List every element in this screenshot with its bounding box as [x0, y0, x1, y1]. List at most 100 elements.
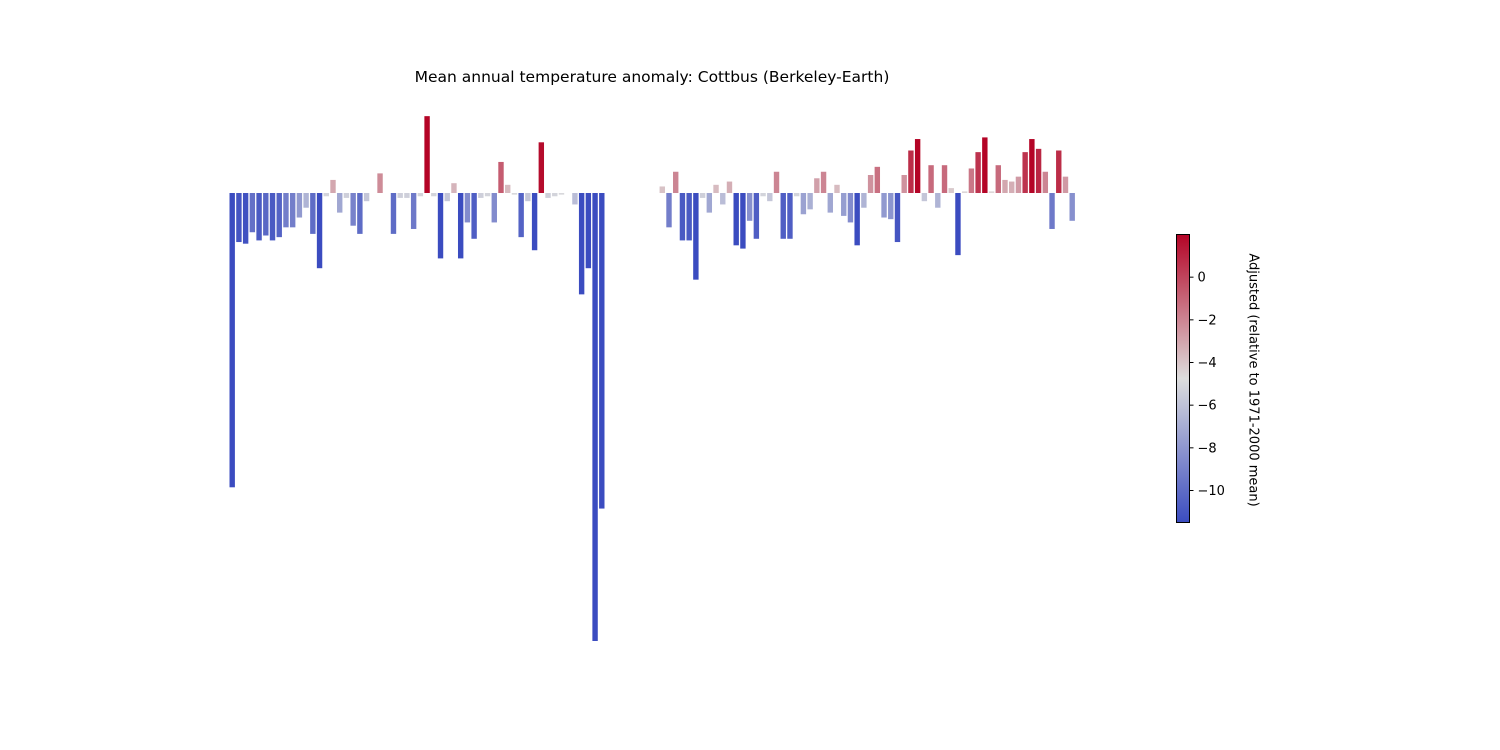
bar	[820, 171, 827, 194]
bar	[578, 193, 585, 295]
bar	[841, 193, 847, 216]
bar	[1029, 139, 1035, 193]
bar	[827, 193, 833, 213]
colorbar-tick-label: −4	[1198, 356, 1217, 371]
bar	[498, 161, 504, 194]
bar	[330, 179, 336, 193]
bar	[538, 142, 545, 193]
bar	[377, 173, 383, 193]
colorbar-tick-label: 0	[1198, 271, 1206, 286]
bar	[800, 193, 807, 215]
bar	[363, 193, 370, 202]
bar	[404, 193, 410, 198]
bar	[901, 175, 907, 193]
bar	[599, 193, 605, 509]
bar	[861, 193, 867, 208]
bar	[955, 193, 961, 256]
bar	[894, 193, 901, 243]
bar	[1049, 193, 1055, 229]
bar	[464, 193, 471, 223]
bar	[888, 193, 894, 220]
bar	[928, 165, 934, 193]
bar	[451, 183, 457, 193]
bar	[713, 184, 719, 193]
bar	[733, 193, 739, 246]
bar	[545, 193, 551, 198]
bar	[935, 193, 941, 208]
bar	[693, 193, 699, 280]
bar	[410, 193, 417, 229]
bar	[881, 193, 887, 218]
colorbar-tick-label: −6	[1198, 399, 1217, 414]
bar	[787, 193, 793, 239]
bar	[1056, 150, 1062, 193]
colorbar: 0 −2 −4 −6 −8 −10 Adjusted (relative to 1971-…	[1176, 234, 1261, 523]
bar	[814, 178, 820, 193]
colorbar-label: Adjusted (relative to 1971-2000 mean)	[1246, 253, 1261, 506]
bar	[471, 193, 477, 239]
bar	[679, 193, 686, 241]
bar	[673, 171, 679, 194]
bar	[505, 184, 511, 193]
bar	[921, 193, 928, 202]
bar	[753, 193, 760, 239]
bar	[793, 193, 800, 197]
bar	[478, 193, 484, 198]
bar	[975, 152, 981, 194]
bar	[1042, 171, 1049, 194]
bar	[767, 193, 773, 202]
bar	[437, 193, 444, 259]
bar	[834, 184, 840, 193]
bar	[988, 191, 995, 194]
bar	[337, 193, 343, 213]
bar	[525, 193, 531, 202]
bar	[511, 193, 518, 195]
colorbar-tick-label: −2	[1198, 313, 1217, 328]
colorbar-ticks: 0 −2 −4 −6 −8 −10	[1189, 271, 1225, 499]
bar	[572, 193, 578, 205]
bar	[484, 193, 491, 197]
bar	[686, 193, 692, 241]
bar	[350, 193, 356, 226]
colorbar-tick-label: −10	[1198, 484, 1225, 499]
bar	[968, 168, 975, 193]
bar	[780, 193, 786, 239]
bar	[283, 193, 289, 228]
bar	[249, 193, 256, 233]
bar	[982, 137, 988, 193]
bar	[1009, 181, 1015, 194]
bar	[941, 165, 948, 193]
bar	[310, 193, 316, 234]
bar	[995, 165, 1001, 193]
bar	[444, 193, 450, 202]
bar	[1069, 193, 1075, 221]
bar	[269, 193, 276, 241]
bar	[854, 193, 860, 246]
bar	[323, 193, 329, 197]
bar	[558, 193, 565, 195]
bar	[1002, 179, 1008, 193]
bar	[236, 193, 242, 243]
bar	[424, 116, 430, 193]
bar	[518, 193, 524, 238]
bar	[720, 193, 726, 205]
bar	[948, 188, 954, 193]
bar	[229, 193, 235, 488]
bar	[867, 175, 874, 193]
bar	[303, 193, 309, 208]
bar	[726, 181, 733, 194]
bar	[357, 193, 363, 234]
bar	[316, 193, 323, 269]
bar	[552, 193, 558, 197]
bar	[1035, 148, 1042, 193]
bar-series	[229, 116, 1075, 641]
bar	[874, 166, 881, 193]
bar	[1062, 176, 1069, 193]
bar	[296, 193, 303, 218]
bar	[491, 193, 497, 223]
bar	[263, 193, 269, 236]
bar	[289, 193, 296, 228]
colorbar-gradient	[1176, 234, 1190, 523]
bar	[746, 193, 753, 221]
